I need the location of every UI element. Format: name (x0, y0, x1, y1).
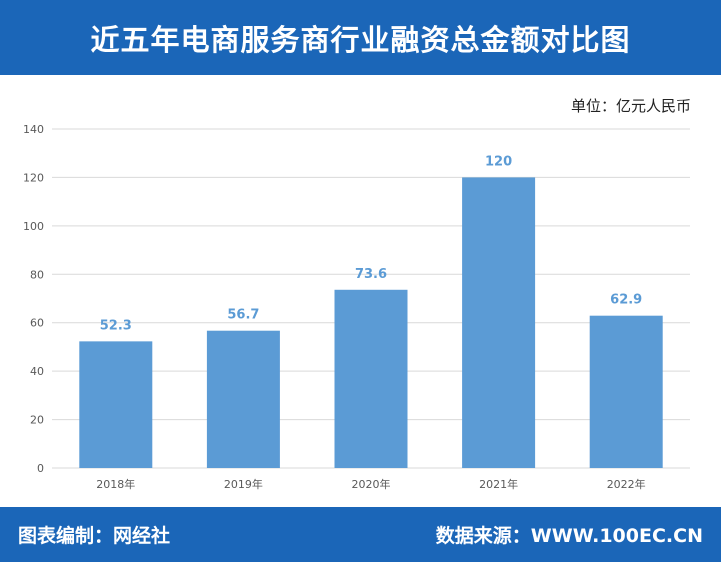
chart-header: 近五年电商服务商行业融资总金额对比图 (0, 0, 721, 75)
bar (334, 289, 408, 468)
y-tick-label: 80 (30, 268, 44, 281)
footer-source: 数据来源：WWW.100EC.CN (435, 525, 703, 547)
footer-credit: 图表编制：网经社 (18, 525, 171, 547)
x-tick-label: 2018年 (96, 477, 135, 491)
y-tick-label: 100 (23, 220, 44, 233)
bar (79, 341, 153, 468)
data-label: 120 (485, 154, 512, 169)
x-tick-label: 2020年 (352, 477, 391, 491)
y-tick-label: 60 (30, 317, 44, 330)
chart-footer: 图表编制：网经社 数据来源：WWW.100EC.CN (0, 507, 721, 562)
bar (206, 330, 280, 468)
unit-label: 单位：亿元人民币 (570, 97, 691, 115)
x-tick-label: 2022年 (607, 477, 646, 491)
y-tick-label: 120 (23, 171, 44, 184)
y-tick-label: 40 (30, 365, 44, 378)
data-label: 73.6 (355, 267, 387, 282)
data-label: 56.7 (227, 308, 259, 323)
x-tick-label: 2021年 (479, 477, 518, 491)
chart-title: 近五年电商服务商行业融资总金额对比图 (90, 22, 631, 57)
y-tick-label: 140 (23, 123, 44, 136)
bar (462, 177, 536, 468)
bar (589, 315, 663, 468)
x-tick-label: 2019年 (224, 477, 263, 491)
data-label: 52.3 (100, 318, 132, 333)
y-tick-label: 20 (30, 414, 44, 427)
y-tick-label: 0 (37, 462, 44, 475)
data-label: 62.9 (610, 293, 642, 308)
